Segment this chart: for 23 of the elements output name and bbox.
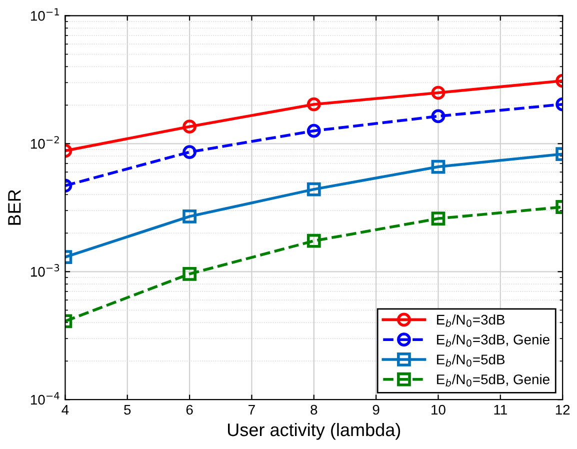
point (306, 182, 321, 196)
x-tick-label: 8 (310, 404, 318, 415)
x-tick-label: 6 (186, 404, 193, 415)
x-tick-label: 4 (62, 404, 69, 415)
x-tick-label: 9 (372, 404, 380, 415)
x-tick-label: 12 (556, 404, 570, 415)
point (306, 124, 321, 138)
y-tick-label: 10$^{−3}$ (30, 264, 60, 277)
x-tick-label: 7 (248, 404, 255, 415)
legend-label: E$_{b}$/N$_{0}$=3dB (437, 314, 505, 327)
legend-label: E$_{b}$/N$_{0}$=5dB, Genie (437, 374, 550, 387)
y-tick-label: 10$^{−4}$ (30, 392, 60, 405)
x-tick-label: 11 (494, 404, 507, 415)
legend-label: E$_{b}$/N$_{0}$=3dB, Genie (437, 334, 550, 347)
x-tick-label: 5 (124, 404, 131, 415)
x-tick-label: 10 (432, 404, 446, 415)
x-axis-title: User activity (lambda) (228, 422, 400, 440)
y-tick-label: 10$^{−1}$ (30, 8, 59, 21)
point (306, 97, 321, 112)
y-tick-label: 10$^{−2}$ (30, 136, 59, 149)
point (306, 234, 321, 248)
y-axis-title: BER (8, 190, 21, 225)
legend-label: E$_{b}$/N$_{0}$=5dB (437, 354, 505, 367)
